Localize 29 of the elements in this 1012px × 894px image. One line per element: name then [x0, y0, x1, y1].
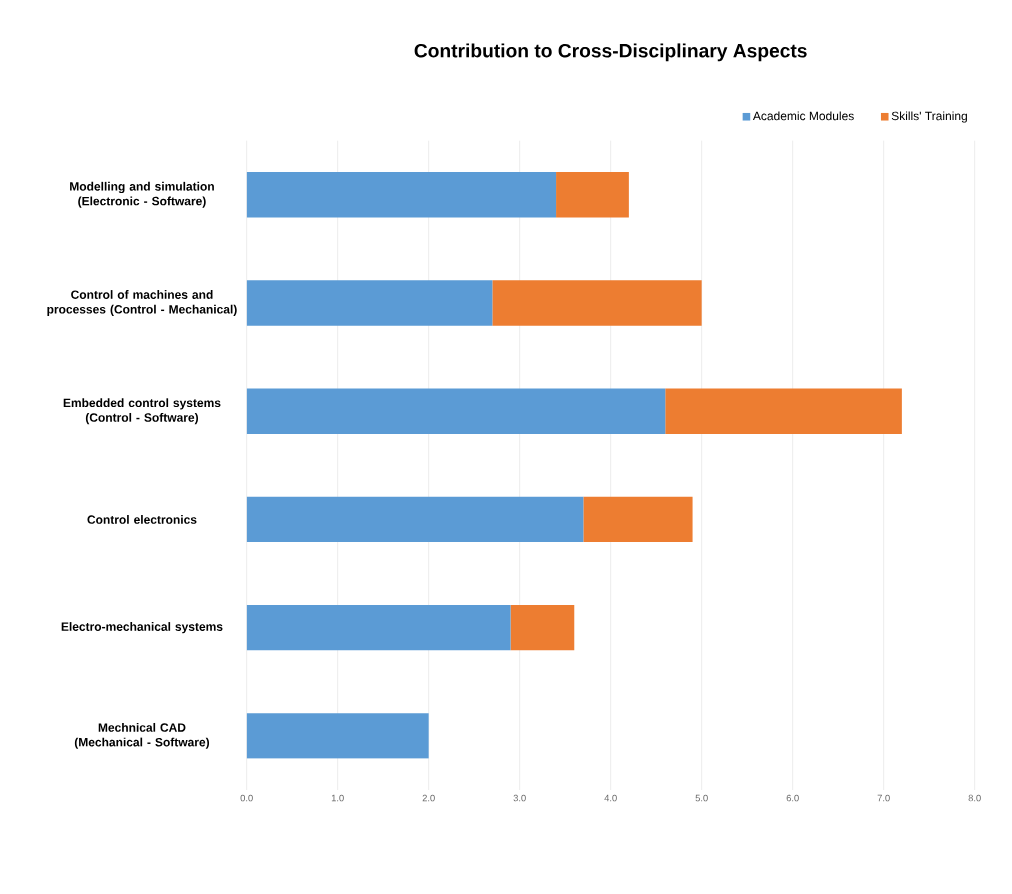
legend-label: Academic Modules	[752, 111, 854, 121]
y-tick-label: Control electronics	[87, 515, 197, 524]
x-tick-label: 8.0	[968, 794, 981, 802]
bar	[665, 388, 902, 434]
x-tick-label: 2.0	[422, 794, 435, 802]
bar	[583, 496, 693, 543]
x-tick-label: 5.0	[695, 794, 708, 802]
y-tick-label: Modelling and simulation (Electronic - Software)	[70, 181, 214, 208]
bar	[246, 713, 429, 759]
bar	[556, 172, 629, 218]
x-tick-label: 7.0	[877, 794, 890, 802]
y-tick-label: Electro-mechanical systems	[61, 622, 223, 634]
y-tick-label: Mechnical CAD (Mechanical - Software)	[74, 722, 210, 749]
x-tick-label: 6.0	[786, 794, 799, 802]
x-tick-label: 0.0	[240, 794, 253, 802]
y-tick-label: Control of machines and processes (Control - Mechanical)	[47, 290, 237, 316]
y-tick-label: Embedded control systems (Control - Software)	[63, 398, 221, 425]
x-tick-label: 4.0	[604, 794, 617, 802]
bar	[246, 496, 584, 543]
x-tick-label: 1.0	[331, 794, 344, 802]
bar	[246, 605, 511, 651]
bar	[510, 605, 575, 651]
chart-title: Contribution to Cross-Disciplinary Aspects	[414, 43, 807, 62]
bar	[246, 172, 557, 218]
bar	[246, 388, 666, 434]
bar	[246, 280, 493, 326]
x-tick-label: 3.0	[513, 794, 526, 802]
bar	[492, 280, 702, 326]
legend-label: Skills' Training	[891, 111, 967, 123]
